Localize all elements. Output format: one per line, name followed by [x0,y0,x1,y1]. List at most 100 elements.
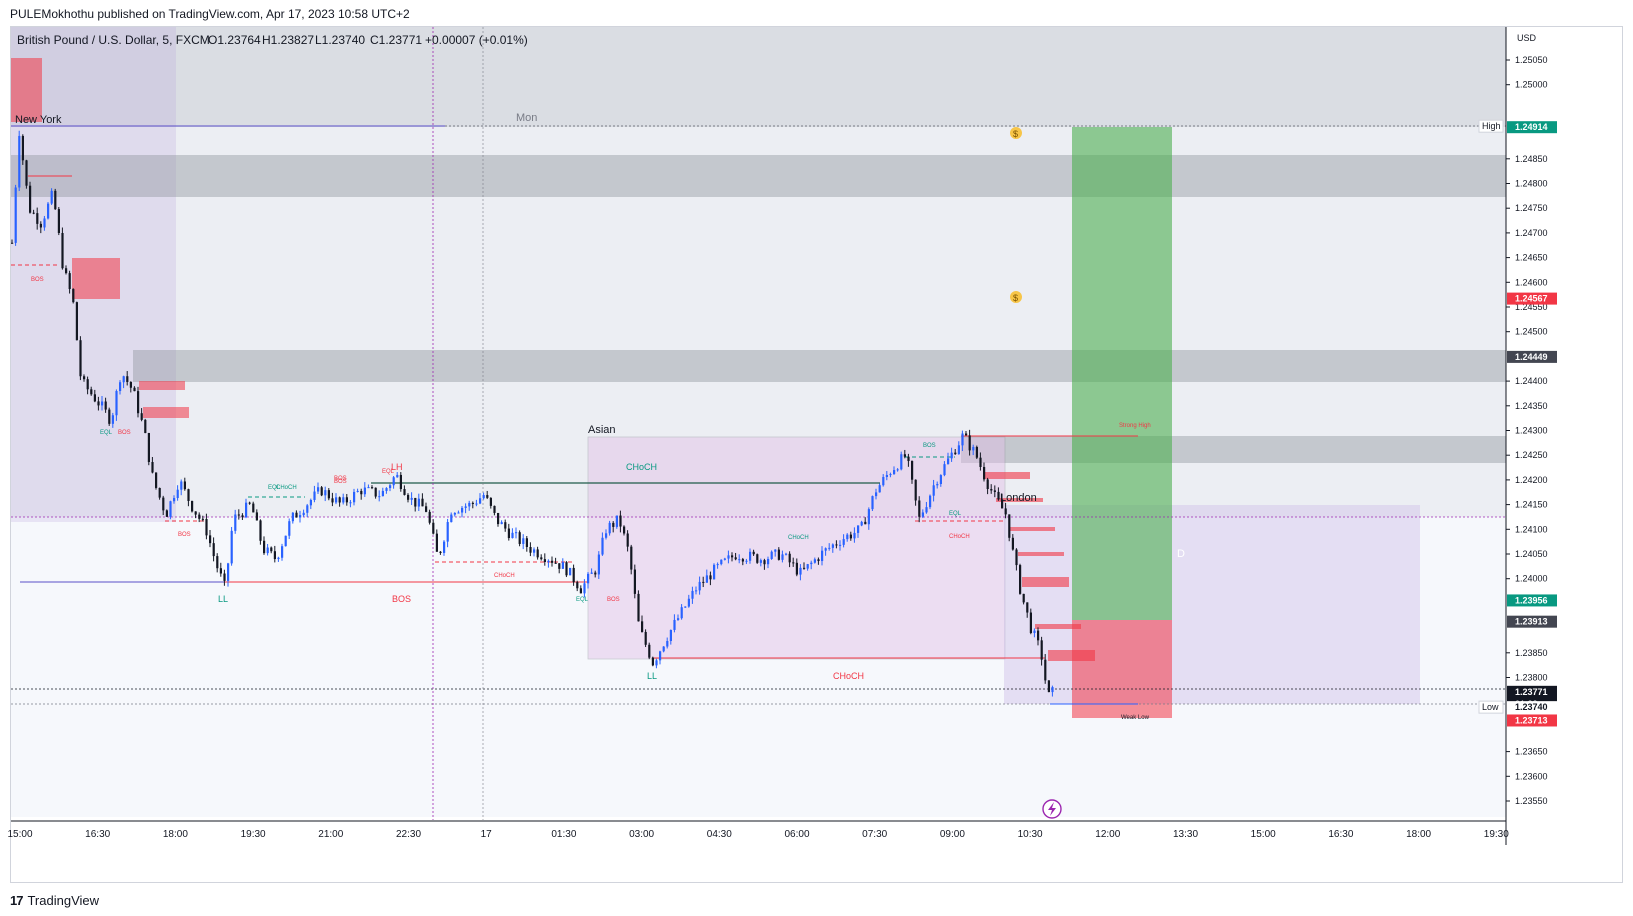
london-session-box [1004,505,1420,704]
candle-body [677,618,680,620]
candle-body [205,519,208,536]
candle-body [691,590,694,599]
time-tick-label: 15:00 [7,829,32,840]
price-badge [1507,350,1557,363]
candle-body [522,538,525,544]
legend-high: H1.23827 [262,33,314,47]
candle-body [471,502,474,504]
candle-body [263,540,266,554]
label-small: EQL [382,469,395,475]
candle-body [241,515,244,518]
candle-body [619,515,622,527]
price-tick-label: 1.24300 [1515,426,1548,436]
price-axis[interactable]: 1.25050 1.25000 1.24850 1.24800 1.24750 1.247… [1506,55,1548,806]
candle-body [551,560,554,563]
candle-body [839,544,842,546]
candle-body [277,557,280,560]
candle-body [389,485,392,489]
candle-body [853,532,856,539]
candle-body [324,490,327,496]
price-badge [1507,292,1557,305]
time-tick-label: 15:00 [1251,829,1276,840]
legend-change: +0.00007 (+0.01%) [425,33,528,47]
candle-body [795,562,798,575]
label-small: BOS [118,430,131,436]
candle-body [986,479,989,490]
price-tick-label: 1.24100 [1515,524,1548,534]
candle-body [11,242,14,244]
candle-body [875,492,878,497]
tradingview-logo[interactable]: 17 TradingView [10,893,99,908]
candle-body [777,549,780,560]
candle-body [414,497,417,507]
price-badge [1507,594,1557,607]
label-small: BOS [923,443,936,449]
candle-body [259,520,262,541]
candle-body [374,487,377,497]
currency-label: USD [1517,33,1537,43]
candle-body [558,563,561,569]
candle-body [929,495,932,508]
candle-body [975,446,978,458]
candle-body [1008,514,1011,538]
candle-body [201,518,204,520]
candle-body [407,494,410,500]
candle-body [363,487,366,495]
candle-body [288,521,291,536]
price-badge-value: 1.23913 [1515,617,1548,627]
candle-body [511,532,514,539]
supply-band-3 [961,436,1506,463]
candle-body [957,445,960,455]
label-small: BOS [607,597,620,603]
lightning-icon[interactable] [1042,799,1062,819]
candle-body [936,484,939,486]
price-badge [1507,701,1557,714]
candle-body [331,498,334,503]
time-tick-label: 12:00 [1095,829,1120,840]
candle-body [878,485,881,493]
candle-body [1033,630,1036,634]
candle-body [75,302,78,341]
candle-body [709,575,712,580]
price-tick-label: 1.23600 [1515,771,1548,781]
candle-body [367,487,370,489]
candle-body [1004,508,1007,515]
candle-body [497,512,500,525]
candle-body [468,502,471,507]
candle-body [428,511,431,523]
label-ll: LL [647,671,657,681]
candle-body [900,454,903,470]
candle-body [446,522,449,542]
dollar-event-icon[interactable]: $ [1010,291,1022,303]
candle-body [817,559,820,562]
candle-body [273,551,276,560]
price-tick-label: 1.24350 [1515,401,1548,411]
candle-body [533,549,536,553]
candle-body [1029,612,1032,634]
dollar-event-icon[interactable]: $ [1010,127,1022,139]
candle-body [54,190,57,210]
candle-body [648,644,651,658]
label-small: EQL [268,485,281,491]
order-block [143,407,189,418]
price-badge-value: 1.23956 [1515,595,1548,605]
candle-body [907,456,910,462]
candle-body [180,481,183,490]
candle-body [223,573,226,581]
loss-zone[interactable] [1072,620,1172,718]
time-axis[interactable]: 15:00 16:30 18:00 19:30 21:00 22:30 17 01:30 03:… [7,829,1509,840]
candle-body [18,135,21,188]
profit-zone[interactable] [1072,127,1172,620]
candle-body [14,187,17,243]
label-small: BOS [334,476,347,482]
candle-body [385,488,388,491]
candle-body [108,409,111,424]
candle-body [115,391,118,416]
candle-body [43,218,46,228]
time-tick-label: 21:00 [318,829,343,840]
price-tick-label: 1.24600 [1515,277,1548,287]
candle-body [173,498,176,502]
candle-body [824,548,827,551]
day-marker: Mon [516,112,537,124]
